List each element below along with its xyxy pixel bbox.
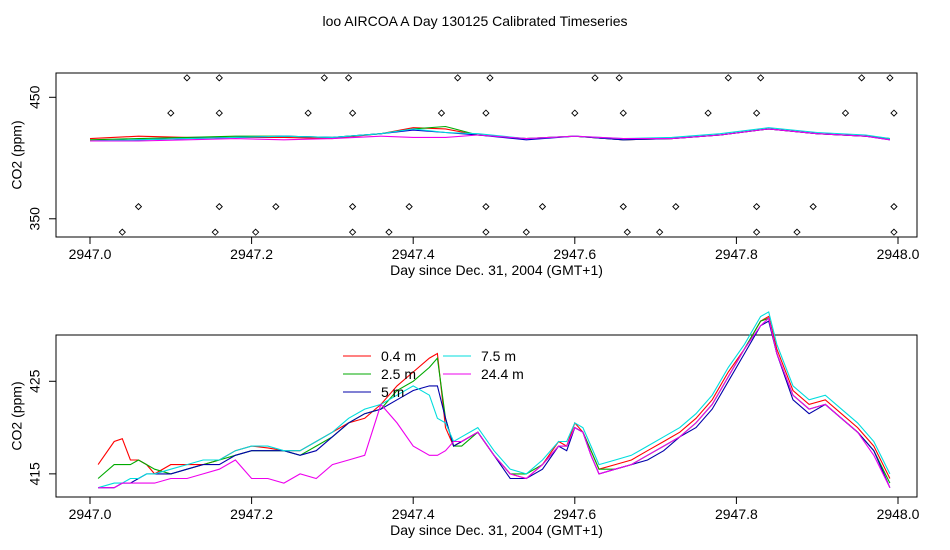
legend-label: 7.5 m: [481, 348, 516, 364]
plot-frame: [55, 334, 918, 498]
scatter-point: [215, 109, 223, 117]
x-tick-label: 2947.0: [69, 246, 112, 262]
legend: 0.4 m 2.5 m 5 m 7.5 m 24.4 m: [343, 348, 524, 400]
y-axis-label: CO2 (ppm): [9, 381, 25, 450]
scatter-point: [211, 228, 219, 236]
scatter-point: [623, 228, 631, 236]
scatter-point: [858, 74, 866, 82]
x-tick-label: 2947.6: [553, 246, 596, 262]
scatter-point: [272, 202, 280, 211]
series-line-4: [90, 128, 890, 142]
scatter-point: [482, 109, 490, 117]
scatter-point: [167, 109, 175, 117]
scatter-point: [619, 109, 627, 117]
scatter-point: [809, 202, 817, 211]
x-tick-label: 2948.0: [877, 506, 920, 522]
x-axis-label: Day since Dec. 31, 2004 (GMT+1): [390, 522, 603, 538]
scatter-point: [437, 109, 446, 117]
scatter-point: [522, 228, 530, 236]
bottom-panel: 2947.0 2947.2 2947.4 2947.6 2947.8 2948.0 415 4…: [9, 311, 920, 538]
scatter-point: [348, 109, 357, 117]
scatter-point: [385, 228, 393, 236]
series-line-0: [97, 315, 891, 480]
scatter-point: [752, 228, 761, 236]
y-tick-label: 350: [27, 207, 43, 231]
scatter-point: [752, 109, 761, 117]
x-tick-label: 2947.8: [715, 506, 758, 522]
scatter-point: [344, 74, 353, 82]
x-tick-label: 2947.6: [553, 506, 596, 522]
scatter-point: [454, 74, 462, 82]
scatter-point: [890, 202, 898, 211]
scatter-point: [752, 202, 761, 211]
scatter-point: [841, 109, 850, 117]
legend-label: 2.5 m: [381, 366, 416, 382]
scatter-point: [656, 228, 664, 236]
scatter-point: [571, 109, 579, 117]
scatter-point: [482, 228, 490, 236]
scatter-point: [672, 202, 680, 211]
y-tick-label: 450: [27, 85, 43, 109]
series-line-3: [97, 311, 891, 489]
scatter-point: [619, 202, 627, 211]
y-tick-label: 425: [27, 369, 43, 393]
scatter-point: [183, 74, 191, 82]
scatter-point: [793, 228, 801, 236]
scatter-point: [304, 109, 312, 117]
scatter-point: [724, 74, 732, 82]
scatter-point: [348, 228, 357, 236]
series-line-3: [89, 127, 890, 142]
series-line-2: [98, 320, 891, 489]
scatter-point: [890, 228, 898, 236]
scatter-point: [252, 228, 260, 236]
scatter-point: [704, 109, 712, 117]
scatter-point: [486, 74, 494, 82]
scatter-point: [134, 202, 143, 211]
x-tick-label: 2947.4: [392, 506, 435, 522]
x-tick-label: 2947.0: [69, 506, 112, 522]
scatter-point: [348, 202, 357, 211]
scatter-point: [405, 202, 413, 211]
scatter-point: [591, 74, 599, 82]
x-tick-label: 2947.4: [392, 246, 435, 262]
scatter-point: [886, 74, 894, 82]
scatter-point: [215, 74, 223, 82]
scatter-point: [890, 109, 898, 117]
scatter-point: [538, 202, 547, 211]
legend-label: 0.4 m: [381, 348, 416, 364]
x-axis-label: Day since Dec. 31, 2004 (GMT+1): [390, 262, 603, 278]
y-axis-label: CO2 (ppm): [9, 120, 25, 189]
scatter-point: [320, 74, 328, 82]
series-line-1: [97, 317, 891, 484]
top-panel: 2947.0 2947.2 2947.4 2947.6 2947.8 2948.0 350 4…: [9, 72, 920, 278]
scatter-point: [482, 202, 490, 211]
plot-frame: [55, 72, 918, 238]
legend-label: 24.4 m: [481, 366, 524, 382]
scatter-point: [215, 202, 223, 211]
scatter-point: [615, 74, 623, 82]
scatter-point: [118, 228, 126, 236]
legend-label: 5 m: [381, 384, 404, 400]
y-tick-label: 415: [27, 462, 43, 486]
chart-title: loo AIRCOA A Day 130125 Calibrated Times…: [322, 13, 627, 29]
x-tick-label: 2947.2: [230, 246, 273, 262]
x-tick-label: 2948.0: [877, 246, 920, 262]
scatter-point: [757, 74, 765, 82]
x-tick-label: 2947.8: [715, 246, 758, 262]
series-line-4: [98, 317, 891, 489]
x-tick-label: 2947.2: [230, 506, 273, 522]
